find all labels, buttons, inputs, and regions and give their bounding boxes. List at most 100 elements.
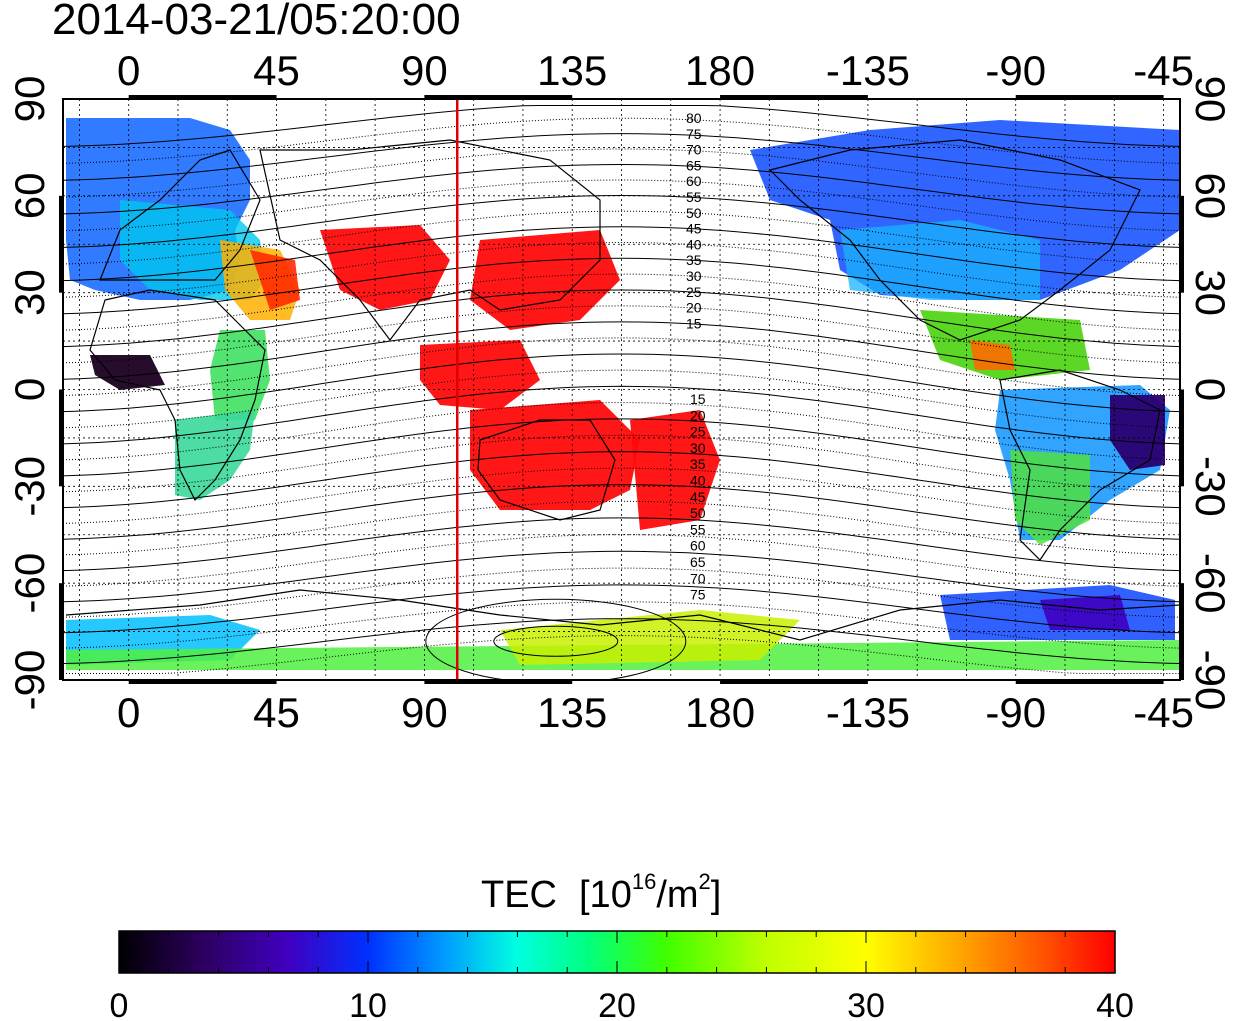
x-axis-bottom-labels: 0 45 90 135 180 -135 -90 -45 (117, 689, 1194, 736)
magnetic-contours (63, 105, 1180, 680)
x-axis-top-labels: 0 45 90 135 180 -135 -90 -45 (117, 47, 1194, 94)
contour-label: 75 (690, 587, 706, 603)
contour-label: 65 (686, 157, 702, 173)
contour-label: 70 (686, 142, 702, 158)
tec-patch-australia (470, 400, 640, 510)
tec-patch-pacific-sw (630, 410, 720, 530)
contour-line (63, 550, 1180, 603)
x-tick-label-top: 135 (537, 47, 607, 94)
y-axis-right-labels: 90 60 30 0 -30 -60 -90 (1187, 76, 1234, 711)
frame-tick-bar (720, 679, 868, 684)
contour-line (63, 451, 1180, 509)
tec-patch-north-america-cyan (840, 220, 1040, 300)
contour-line (63, 321, 1180, 380)
tec-patch-antarctica-east (500, 610, 800, 665)
y-tick-label-right: 90 (1187, 76, 1234, 123)
y-tick-label-left: -30 (6, 456, 53, 517)
contour-line (63, 273, 1180, 331)
contour-label: 40 (690, 473, 706, 489)
y-tick-label-left: 60 (6, 172, 53, 219)
contour-label: 55 (686, 189, 702, 205)
contour-label: 20 (690, 407, 706, 423)
frame-tick-bar (128, 679, 277, 684)
frame-tick-bars (59, 95, 1184, 684)
contour-line (63, 117, 1180, 164)
contour-label: 15 (686, 315, 702, 331)
coast-north-america (768, 139, 1141, 341)
contour-line (63, 241, 1180, 298)
contour-label: 20 (686, 300, 702, 316)
x-tick-label-top: 90 (401, 47, 448, 94)
x-tick-label-bottom: 135 (537, 689, 607, 736)
frame-tick-bar (424, 95, 573, 100)
frame-tick-bar (59, 195, 64, 293)
contour-label: 60 (686, 173, 702, 189)
frame-tick-bar (720, 95, 868, 100)
coastlines (65, 139, 1180, 641)
x-tick-label-bottom: -45 (1133, 689, 1194, 736)
y-tick-label-right: -90 (1187, 650, 1234, 711)
y-tick-label-right: -30 (1187, 456, 1234, 517)
contour-label: 15 (690, 391, 706, 407)
y-axis-left-labels: 90 60 30 0 -30 -60 -90 (6, 76, 53, 711)
x-tick-label-bottom: -90 (985, 689, 1046, 736)
contour-line (63, 163, 1180, 215)
contour-label: 55 (690, 521, 706, 537)
tec-patch-indonesia (420, 340, 540, 410)
contour-line (63, 210, 1180, 265)
contour-line (63, 179, 1180, 232)
y-tick-label-left: -90 (6, 650, 53, 711)
x-tick-label-top: -135 (826, 47, 910, 94)
lat-lon-grid (63, 99, 1180, 680)
contour-label: 80 (686, 110, 702, 126)
contour-line (63, 584, 1180, 634)
frame-tick-bar (1015, 679, 1164, 684)
contour-label: 50 (690, 505, 706, 521)
contour-line (63, 534, 1180, 587)
contour-line (63, 105, 1180, 147)
contour-line (63, 618, 1180, 664)
coast-south-america (999, 369, 1161, 561)
x-tick-label-top: 45 (253, 47, 300, 94)
contour-pole-ring-outer (425, 598, 687, 680)
contour-label: 45 (690, 489, 706, 505)
coast-africa (89, 289, 266, 502)
contour-label: 40 (686, 236, 702, 252)
colorbar-ticks (118, 931, 1116, 973)
contour-label: 75 (686, 126, 702, 142)
contour-line (63, 226, 1180, 282)
contour-label: 70 (690, 570, 706, 586)
contour-label: 35 (686, 252, 702, 268)
y-tick-label-right: 30 (1187, 269, 1234, 316)
frame-tick-bar (1015, 95, 1164, 100)
y-tick-label-right: -60 (1187, 553, 1234, 614)
contour-line (63, 484, 1180, 540)
x-tick-label-top: -90 (985, 47, 1046, 94)
x-tick-label-top: 180 (685, 47, 755, 94)
x-tick-label-top: -45 (1133, 47, 1194, 94)
contour-line (63, 567, 1180, 618)
contour-label: 25 (690, 424, 706, 440)
tec-patch-eastasia (470, 230, 620, 330)
colorbar-tick-labels: 0 10 20 30 40 (110, 987, 1134, 1021)
x-tick-label-bottom: -135 (826, 689, 910, 736)
x-tick-label-bottom: 90 (401, 689, 448, 736)
tec-patch-africa-dark (90, 355, 165, 390)
tec-patch-mideast-red (250, 250, 300, 310)
contour-line (63, 194, 1180, 248)
contour-line (63, 402, 1180, 461)
coast-antarctica (65, 589, 1180, 641)
x-tick-label-bottom: 0 (117, 689, 140, 736)
tec-patch-caribbean-hot (970, 340, 1015, 370)
contour-line (63, 133, 1180, 181)
frame-tick-bar (1179, 389, 1184, 487)
frame-tick-bar (59, 583, 64, 680)
x-tick-label-top: 0 (117, 47, 140, 94)
contour-line (63, 517, 1180, 572)
y-tick-label-right: 0 (1187, 378, 1234, 401)
y-tick-label-left: 90 (6, 76, 53, 123)
contour-label: 60 (690, 538, 706, 554)
contour-line (63, 353, 1180, 413)
contour-line (63, 467, 1180, 524)
